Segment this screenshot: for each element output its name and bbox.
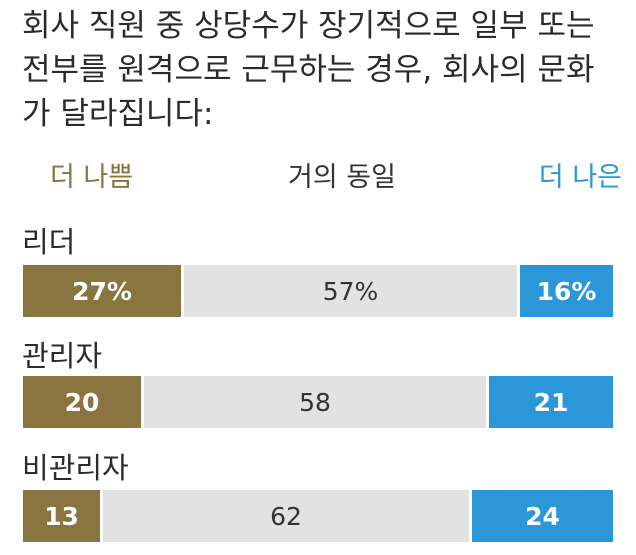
segment-same: 57% (184, 265, 517, 317)
bar-row-leaders: 27% 57% 16% (23, 265, 613, 317)
category-label-non-managers: 비관리자 (22, 451, 129, 485)
legend-same: 거의 동일 (288, 162, 396, 193)
bar-row-managers: 20 58 21 (23, 376, 613, 428)
segment-better: 16% (520, 265, 613, 317)
segment-worse: 27% (23, 265, 181, 317)
segment-better: 21 (489, 376, 613, 428)
segment-worse: 13 (23, 490, 100, 542)
category-label-managers: 관리자 (22, 339, 103, 373)
legend-worse: 더 나쁨 (50, 162, 134, 193)
segment-same: 62 (103, 490, 469, 542)
segment-better: 24 (472, 490, 613, 542)
bar-row-non-managers: 13 62 24 (23, 490, 613, 542)
chart-title: 회사 직원 중 상당수가 장기적으로 일부 또는 전부를 원격으로 근무하는 경… (22, 8, 595, 132)
legend-better: 더 나은 (538, 162, 622, 193)
segment-same: 58 (144, 376, 486, 428)
segment-worse: 20 (23, 376, 141, 428)
category-label-leaders: 리더 (22, 225, 76, 259)
